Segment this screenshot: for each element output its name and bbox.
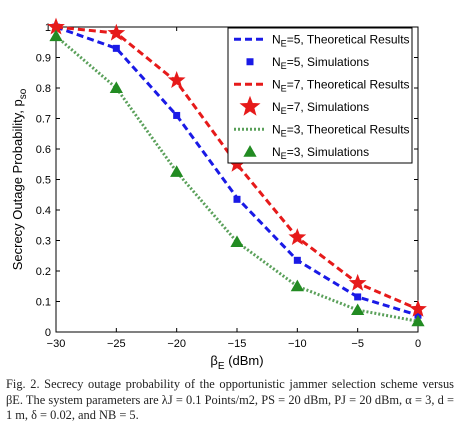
y-tick-label: 1 [45,22,51,34]
y-tick-label: 0.6 [36,144,51,156]
y-tick-label: 0.1 [36,297,51,309]
data-point [170,165,184,177]
legend: NE=5, Theoretical Results NE=5, Simulatio… [227,27,413,164]
legend-box [227,27,413,164]
x-tick-label: −5 [351,338,364,350]
data-point [354,293,362,301]
legend-label: NE=5, Theoretical Results [272,32,410,48]
y-tick-label: 0.4 [36,205,51,217]
y-axis-label: Secrecy Outage Probability, pso [10,88,29,270]
legend-label: NE=3, Theoretical Results [272,122,410,138]
figure-caption: Fig. 2. Secrecy outage probability of th… [6,377,454,422]
data-point [290,279,304,292]
data-point [167,71,186,88]
legend-swatch [239,95,261,116]
data-point [173,111,181,119]
y-tick-label: 0.8 [36,83,51,95]
legend-label: NE=3, Simulations [272,145,369,161]
x-tick-label: 0 [415,338,421,350]
data-point [411,314,425,327]
x-tick-label: −30 [47,338,66,350]
legend-label: NE=7, Simulations [272,100,369,116]
x-tick-label: −25 [107,338,126,350]
data-point [293,256,301,264]
y-tick-label: 0 [45,327,51,339]
data-point [109,81,123,93]
legend-swatch [243,145,257,157]
data-point [233,195,241,203]
data-point [351,303,365,315]
data-point [107,23,126,41]
data-point [409,299,427,317]
x-tick-label: −15 [228,338,247,350]
data-point [47,17,65,35]
data-point [49,29,63,42]
y-tick-label: 0.5 [36,175,51,187]
y-tick-label: 0.9 [36,53,51,65]
y-tick-label: 0.3 [36,236,51,248]
legend-label: NE=5, Simulations [272,55,369,71]
data-point [348,273,367,291]
x-axis-label: βE (dBm) [210,353,263,372]
data-point [288,228,307,246]
x-tick-label: −10 [288,338,307,350]
y-tick-label: 0.2 [36,266,51,278]
legend-swatch [246,58,254,66]
series-markers-5 [49,29,425,327]
legend-label: NE=7, Theoretical Results [272,77,410,93]
chart: −30 −25 −20 −15 −10 −5 0 0 0.1 0.2 0.3 0.4 0.5 0.6 0.7… [10,17,427,372]
x-tick-label: −20 [167,338,186,350]
data-point [112,44,120,52]
data-point [230,235,244,247]
y-tick-label: 0.7 [36,114,51,126]
